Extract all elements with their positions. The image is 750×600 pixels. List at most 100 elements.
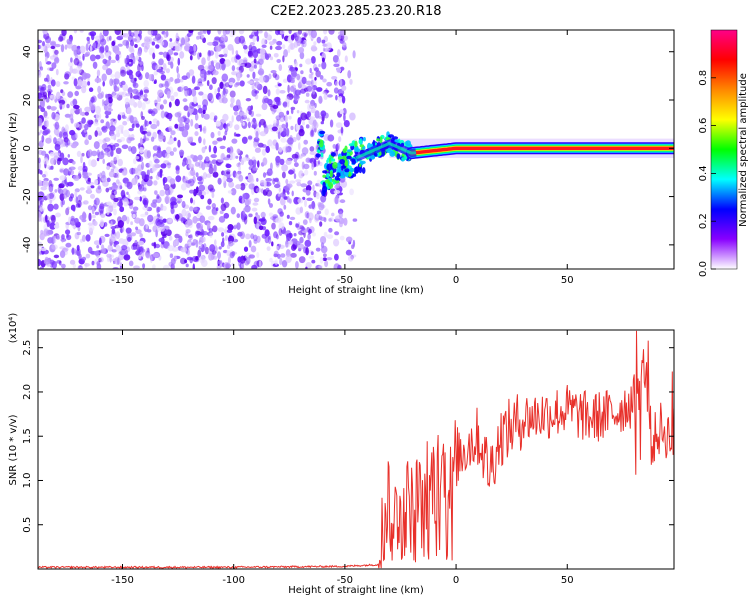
spectrogram-noise-cell bbox=[240, 263, 245, 269]
signal-blob bbox=[343, 171, 349, 176]
spectrogram-noise-cell bbox=[86, 36, 90, 42]
spectrogram-noise-cell bbox=[183, 117, 190, 125]
spectrogram-noise-cell bbox=[109, 35, 112, 41]
spectrogram-noise-cell bbox=[89, 45, 93, 52]
spectrogram-noise-cell bbox=[227, 190, 233, 194]
spectrogram-noise-cell bbox=[254, 90, 259, 94]
spectrogram-noise-cell bbox=[286, 74, 292, 83]
spectrogram-noise-cell bbox=[137, 240, 145, 246]
spectrogram-noise-cell bbox=[158, 136, 165, 140]
spectrogram-noise-cell bbox=[231, 115, 234, 123]
spectrogram-noise-cell bbox=[220, 34, 228, 42]
spectrogram-noise-cell bbox=[251, 84, 255, 90]
spectrogram-noise-cell bbox=[283, 127, 287, 136]
spectrogram-noise-cell bbox=[112, 165, 116, 169]
spectrogram-noise-cell bbox=[238, 35, 245, 44]
spectrogram-noise-cell bbox=[174, 98, 180, 107]
spectrogram-noise-cell bbox=[53, 235, 57, 244]
spectrogram-noise-cell bbox=[111, 228, 116, 235]
spectrogram-noise-cell bbox=[172, 147, 177, 152]
colorbar-tick-label: 0.4 bbox=[698, 165, 709, 181]
spectrogram-noise-cell bbox=[41, 174, 47, 178]
spectrogram-noise-cell bbox=[335, 80, 339, 87]
snr-y-tick-label: 2.0 bbox=[22, 384, 33, 400]
spectrogram-noise-cell bbox=[250, 245, 257, 253]
spectrogram-noise-cell bbox=[43, 228, 49, 237]
spectrogram-noise-cell bbox=[219, 210, 224, 214]
spectrogram-noise-cell bbox=[316, 210, 322, 215]
spectrogram-noise-cell bbox=[327, 134, 335, 142]
spectrogram-noise-cell bbox=[66, 103, 70, 109]
spectrogram-noise-cell bbox=[322, 47, 326, 52]
spectrogram-noise-cell bbox=[242, 121, 245, 126]
spectrogram-noise-cell bbox=[47, 84, 52, 91]
spectrogram-noise-cell bbox=[124, 97, 130, 105]
spectrogram-noise-cell bbox=[196, 212, 203, 218]
spectrogram-noise-cell bbox=[79, 266, 83, 269]
spectrogram-noise-cell bbox=[97, 92, 103, 99]
snr-y-tick-label: 1.0 bbox=[22, 473, 33, 489]
spectrogram-noise-cell bbox=[305, 80, 312, 86]
spectrogram-noise-cell bbox=[235, 133, 241, 137]
spectrogram-noise-cell bbox=[297, 243, 305, 250]
spectrogram-noise-cell bbox=[322, 257, 327, 262]
spectrogram-noise-cell bbox=[92, 61, 98, 69]
spectrogram-marks bbox=[38, 30, 674, 269]
spectrogram-noise-cell bbox=[122, 33, 130, 38]
spectrogram-noise-cell bbox=[217, 30, 222, 35]
spectrogram-noise-cell bbox=[211, 192, 215, 199]
spectrogram-noise-cell bbox=[188, 30, 194, 34]
spectrogram-noise-cell bbox=[120, 227, 123, 234]
spectrogram-noise-cell bbox=[96, 69, 101, 77]
spectrogram-noise-cell bbox=[218, 216, 226, 223]
spectrogram-noise-cell bbox=[77, 165, 84, 171]
spectrogram-noise-cell bbox=[295, 223, 300, 228]
spectrogram-noise-cell bbox=[279, 30, 285, 35]
spectrogram-noise-cell bbox=[162, 234, 167, 239]
spectrogram-noise-cell bbox=[295, 179, 302, 183]
spectrogram-noise-cell bbox=[197, 154, 203, 161]
spectrogram-noise-cell bbox=[223, 201, 230, 208]
spectrogram-noise-cell bbox=[119, 185, 123, 190]
spectrogram-noise-cell bbox=[255, 113, 262, 117]
spectrogram-noise-cell bbox=[118, 112, 125, 116]
spectrogram-x-tick-label: 0 bbox=[453, 275, 459, 286]
spectrogram-noise-cell bbox=[99, 45, 105, 53]
spectrogram-noise-cell bbox=[135, 229, 142, 235]
spectrogram-noise-cell bbox=[290, 125, 294, 131]
spectrogram-noise-cell bbox=[143, 127, 147, 131]
spectrogram-noise-cell bbox=[181, 200, 186, 209]
spectrogram-noise-cell bbox=[247, 80, 254, 85]
spectrogram-noise-cell bbox=[159, 104, 164, 110]
spectrogram-noise-cell bbox=[78, 123, 85, 129]
spectrogram-noise-cell bbox=[115, 50, 121, 56]
signal-blob bbox=[329, 170, 333, 178]
signal-blob bbox=[372, 139, 376, 147]
spectrogram-noise-cell bbox=[247, 121, 251, 129]
spectrogram-noise-cell bbox=[261, 44, 267, 48]
spectrogram-noise-cell bbox=[304, 239, 312, 247]
snr-x-label: Height of straight line (km) bbox=[288, 585, 424, 596]
spectrogram-noise-cell bbox=[108, 55, 112, 61]
spectrogram-panel: -150 -100 -50 0 50 -40 -20 0 20 40 Height of str… bbox=[8, 29, 675, 296]
spectrogram-noise-cell bbox=[106, 253, 112, 258]
spectrogram-noise-cell bbox=[51, 62, 57, 69]
spectrogram-noise-cell bbox=[181, 208, 187, 217]
spectrogram-noise-cell bbox=[273, 253, 279, 258]
spectrogram-noise-cell bbox=[236, 213, 241, 219]
signal-blob bbox=[376, 138, 380, 142]
spectrogram-noise-cell bbox=[141, 116, 145, 120]
spectrogram-noise-cell bbox=[244, 62, 252, 68]
spectrogram-noise-cell bbox=[111, 40, 116, 47]
spectrogram-noise-cell bbox=[261, 144, 267, 148]
signal-blob bbox=[334, 179, 340, 184]
spectrogram-noise-cell bbox=[341, 85, 347, 91]
spectrogram-noise-cell bbox=[189, 233, 193, 241]
spectrogram-noise-cell bbox=[207, 55, 211, 62]
spectrogram-noise-cell bbox=[117, 220, 125, 228]
spectrogram-noise-cell bbox=[300, 70, 304, 75]
spectrogram-noise-cell bbox=[202, 99, 209, 108]
spectrogram-noise-cell bbox=[152, 264, 156, 269]
spectrogram-noise-cell bbox=[192, 206, 198, 211]
